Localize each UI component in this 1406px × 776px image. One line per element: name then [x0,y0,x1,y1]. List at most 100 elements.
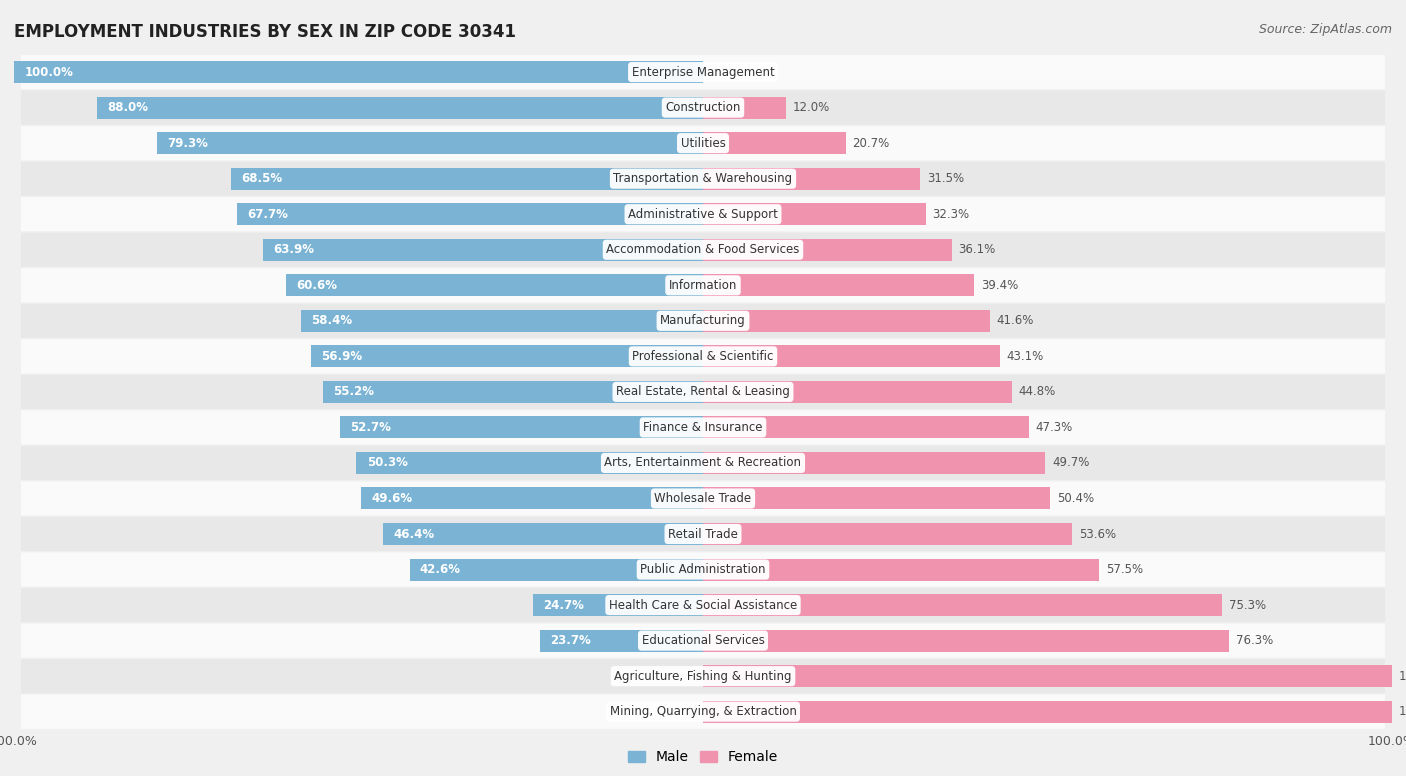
Text: Administrative & Support: Administrative & Support [628,208,778,220]
FancyBboxPatch shape [21,624,1385,658]
FancyBboxPatch shape [21,197,1385,231]
Text: Health Care & Social Assistance: Health Care & Social Assistance [609,598,797,611]
Text: Accommodation & Food Services: Accommodation & Food Services [606,243,800,256]
Text: 44.8%: 44.8% [1018,386,1056,398]
Text: Source: ZipAtlas.com: Source: ZipAtlas.com [1258,23,1392,36]
FancyBboxPatch shape [21,303,1385,338]
Text: Agriculture, Fishing & Hunting: Agriculture, Fishing & Hunting [614,670,792,683]
Bar [703,452,1046,474]
FancyBboxPatch shape [21,588,1385,622]
Text: 0.0%: 0.0% [710,66,740,78]
Text: EMPLOYMENT INDUSTRIES BY SEX IN ZIP CODE 30341: EMPLOYMENT INDUSTRIES BY SEX IN ZIP CODE… [14,23,516,41]
Text: 42.6%: 42.6% [420,563,461,576]
FancyBboxPatch shape [21,55,1385,89]
Bar [311,345,703,367]
FancyBboxPatch shape [21,411,1385,445]
Text: 68.5%: 68.5% [242,172,283,185]
Text: Public Administration: Public Administration [640,563,766,576]
Bar [703,132,845,154]
Text: 36.1%: 36.1% [959,243,995,256]
Bar [703,203,925,225]
Bar [703,629,1229,652]
FancyBboxPatch shape [21,161,1385,196]
Bar [703,381,1012,403]
Text: 76.3%: 76.3% [1236,634,1272,647]
FancyBboxPatch shape [21,268,1385,303]
Text: 20.7%: 20.7% [852,137,890,150]
FancyBboxPatch shape [21,695,1385,729]
Bar [97,96,703,119]
FancyBboxPatch shape [21,553,1385,587]
Text: 55.2%: 55.2% [333,386,374,398]
Text: 75.3%: 75.3% [1229,598,1265,611]
FancyBboxPatch shape [21,339,1385,373]
Text: Enterprise Management: Enterprise Management [631,66,775,78]
Bar [703,168,920,189]
Text: Information: Information [669,279,737,292]
Text: 39.4%: 39.4% [981,279,1018,292]
Text: 49.6%: 49.6% [371,492,413,505]
Text: Utilities: Utilities [681,137,725,150]
Text: 47.3%: 47.3% [1036,421,1073,434]
Text: Manufacturing: Manufacturing [661,314,745,327]
Bar [323,381,703,403]
Text: 79.3%: 79.3% [167,137,208,150]
Text: 23.7%: 23.7% [550,634,591,647]
Text: Wholesale Trade: Wholesale Trade [654,492,752,505]
Text: 63.9%: 63.9% [273,243,314,256]
Text: Construction: Construction [665,101,741,114]
FancyBboxPatch shape [21,481,1385,515]
Bar [361,487,703,510]
Text: Educational Services: Educational Services [641,634,765,647]
FancyBboxPatch shape [21,375,1385,409]
FancyBboxPatch shape [21,233,1385,267]
FancyBboxPatch shape [21,659,1385,693]
Bar [703,665,1392,688]
Text: 56.9%: 56.9% [322,350,363,363]
Bar [14,61,703,83]
Text: 58.4%: 58.4% [311,314,352,327]
Text: 88.0%: 88.0% [107,101,148,114]
Text: 52.7%: 52.7% [350,421,391,434]
Text: 60.6%: 60.6% [295,279,337,292]
Text: 32.3%: 32.3% [932,208,970,220]
Text: 24.7%: 24.7% [543,598,583,611]
Text: Retail Trade: Retail Trade [668,528,738,541]
Text: 67.7%: 67.7% [247,208,288,220]
Bar [703,417,1029,438]
Text: Transportation & Warehousing: Transportation & Warehousing [613,172,793,185]
Text: Professional & Scientific: Professional & Scientific [633,350,773,363]
Bar [703,523,1073,545]
Text: 100.0%: 100.0% [1399,705,1406,718]
Text: 43.1%: 43.1% [1007,350,1045,363]
Bar [409,559,703,580]
FancyBboxPatch shape [21,517,1385,551]
Text: 50.4%: 50.4% [1057,492,1094,505]
Bar [703,594,1222,616]
Text: Finance & Insurance: Finance & Insurance [644,421,762,434]
Bar [384,523,703,545]
Bar [703,487,1050,510]
FancyBboxPatch shape [21,126,1385,160]
Text: 50.3%: 50.3% [367,456,408,469]
Bar [231,168,703,189]
Bar [703,239,952,261]
Bar [357,452,703,474]
Bar [703,345,1000,367]
Text: 31.5%: 31.5% [927,172,965,185]
Bar [340,417,703,438]
Text: 100.0%: 100.0% [1399,670,1406,683]
Text: 100.0%: 100.0% [24,66,73,78]
Bar [703,274,974,296]
Bar [285,274,703,296]
Text: 12.0%: 12.0% [793,101,830,114]
FancyBboxPatch shape [21,91,1385,125]
Bar [703,96,786,119]
Bar [156,132,703,154]
Bar [263,239,703,261]
Text: 57.5%: 57.5% [1107,563,1143,576]
Text: 41.6%: 41.6% [997,314,1033,327]
Text: 46.4%: 46.4% [394,528,434,541]
Bar [301,310,703,332]
FancyBboxPatch shape [21,446,1385,480]
